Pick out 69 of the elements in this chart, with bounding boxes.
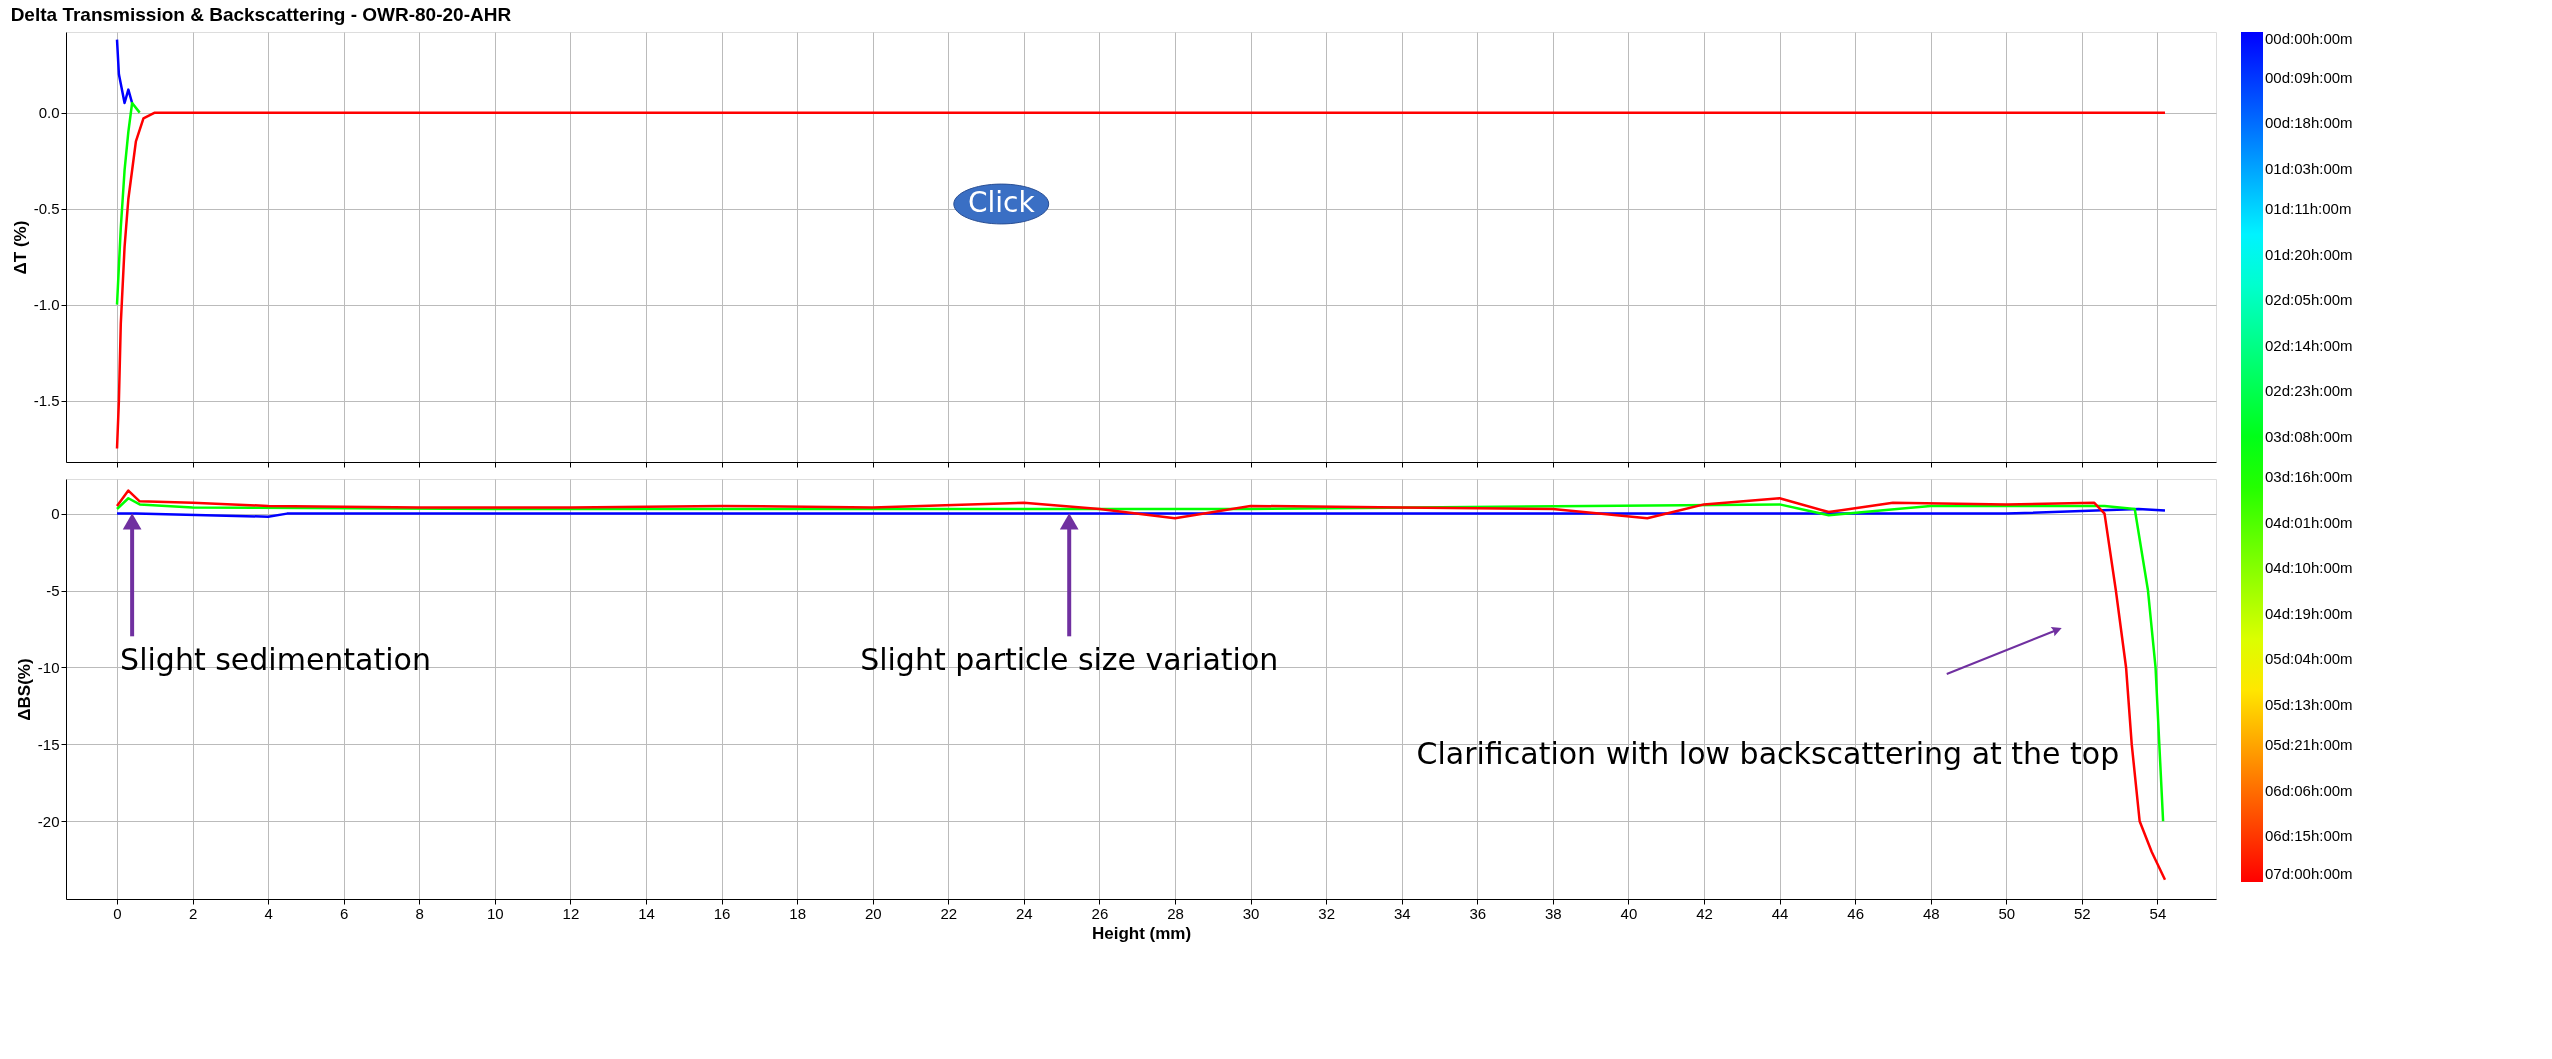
annotation: Slight particle size variation bbox=[860, 642, 1279, 678]
annotation: Click bbox=[967, 186, 1036, 219]
line-series bbox=[115, 38, 134, 105]
y-tick-label: -0.5 bbox=[33, 200, 60, 218]
color-bar-label: 04d:10h:00m bbox=[2265, 559, 2353, 577]
x-tick-label: 8 bbox=[415, 904, 424, 922]
x-tick-label: 38 bbox=[1545, 904, 1562, 922]
x-tick-label: 2 bbox=[188, 904, 198, 922]
x-tick-label: 18 bbox=[789, 904, 806, 922]
annotation: Slight sedimentation bbox=[120, 642, 431, 678]
color-bar-label: 06d:15h:00m bbox=[2265, 827, 2353, 845]
x-tick-label: 36 bbox=[1469, 904, 1487, 922]
x-tick-label: 32 bbox=[1318, 904, 1335, 922]
y-tick-label: -15 bbox=[37, 735, 60, 753]
x-tick-label: 30 bbox=[1242, 904, 1260, 922]
x-tick-label: 20 bbox=[864, 904, 882, 922]
color-bar-label: 01d:03h:00m bbox=[2265, 159, 2353, 177]
x-tick-label: 14 bbox=[638, 904, 655, 922]
x-tick-label: 28 bbox=[1167, 904, 1184, 922]
line-series bbox=[115, 489, 2167, 882]
color-bar-label: 04d:19h:00m bbox=[2265, 604, 2353, 622]
y-tick-label: -20 bbox=[37, 812, 60, 830]
x-axis-title: Height (mm) bbox=[1091, 923, 1192, 943]
chart-title: Delta Transmission & Backscattering - OWR-80-20-AHR bbox=[10, 3, 512, 25]
color-bar-label: 01d:20h:00m bbox=[2265, 245, 2353, 263]
y-tick-label: -1.5 bbox=[33, 392, 60, 410]
y-tick-label: 0 bbox=[51, 505, 60, 523]
color-bar-label: 06d:06h:00m bbox=[2265, 781, 2353, 799]
y-tick-label: -5 bbox=[46, 582, 60, 600]
x-tick-label: 10 bbox=[487, 904, 504, 922]
y-axis-title: ΔT (%) bbox=[10, 220, 30, 275]
color-bar-label: 03d:16h:00m bbox=[2265, 468, 2353, 486]
y-tick-label: -1.0 bbox=[33, 296, 60, 314]
color-bar-label: 00d:00h:00m bbox=[2265, 30, 2353, 47]
x-tick-label: 22 bbox=[940, 904, 958, 922]
x-tick-label: 48 bbox=[1922, 904, 1940, 922]
color-bar-label: 05d:13h:00m bbox=[2265, 695, 2353, 713]
x-tick-label: 46 bbox=[1847, 904, 1864, 922]
x-tick-label: 26 bbox=[1091, 904, 1109, 922]
x-tick-label: 0 bbox=[113, 904, 122, 922]
color-bar-label: 07d:00h:00m bbox=[2265, 865, 2353, 882]
color-bar-label: 02d:23h:00m bbox=[2265, 382, 2353, 400]
y-tick-label: 0.0 bbox=[38, 104, 60, 122]
y-axis-title: ΔBS(%) bbox=[14, 658, 34, 721]
x-tick-label: 24 bbox=[1016, 904, 1033, 922]
color-bar-label: 05d:21h:00m bbox=[2265, 736, 2353, 754]
color-bar-label: 05d:04h:00m bbox=[2265, 650, 2353, 668]
color-bar-label: 00d:18h:00m bbox=[2265, 114, 2353, 132]
x-tick-label: 16 bbox=[713, 904, 731, 922]
x-tick-label: 54 bbox=[2149, 904, 2167, 922]
x-tick-label: 42 bbox=[1696, 904, 1713, 922]
line-series bbox=[115, 101, 141, 306]
x-tick-label: 12 bbox=[562, 904, 580, 922]
annotation: Clarification with low backscattering at the top bbox=[1416, 736, 2120, 771]
color-bar-label: 04d:01h:00m bbox=[2265, 513, 2353, 531]
x-tick-label: 44 bbox=[1771, 904, 1789, 922]
color-bar-label: 02d:05h:00m bbox=[2265, 291, 2353, 309]
x-tick-label: 4 bbox=[264, 904, 273, 922]
x-tick-label: 50 bbox=[1998, 904, 2016, 922]
x-tick-label: 34 bbox=[1393, 904, 1411, 922]
color-bar-label: 02d:14h:00m bbox=[2265, 336, 2353, 354]
x-tick-label: 52 bbox=[2074, 904, 2091, 922]
x-tick-label: 40 bbox=[1620, 904, 1638, 922]
color-bar-label: 03d:08h:00m bbox=[2265, 427, 2353, 445]
color-bar-label: 00d:09h:00m bbox=[2265, 68, 2353, 86]
x-tick-label: 6 bbox=[340, 904, 349, 922]
y-tick-label: -10 bbox=[37, 658, 60, 676]
color-bar-label: 01d:11h:00m bbox=[2265, 200, 2352, 218]
line-series bbox=[115, 111, 2167, 450]
